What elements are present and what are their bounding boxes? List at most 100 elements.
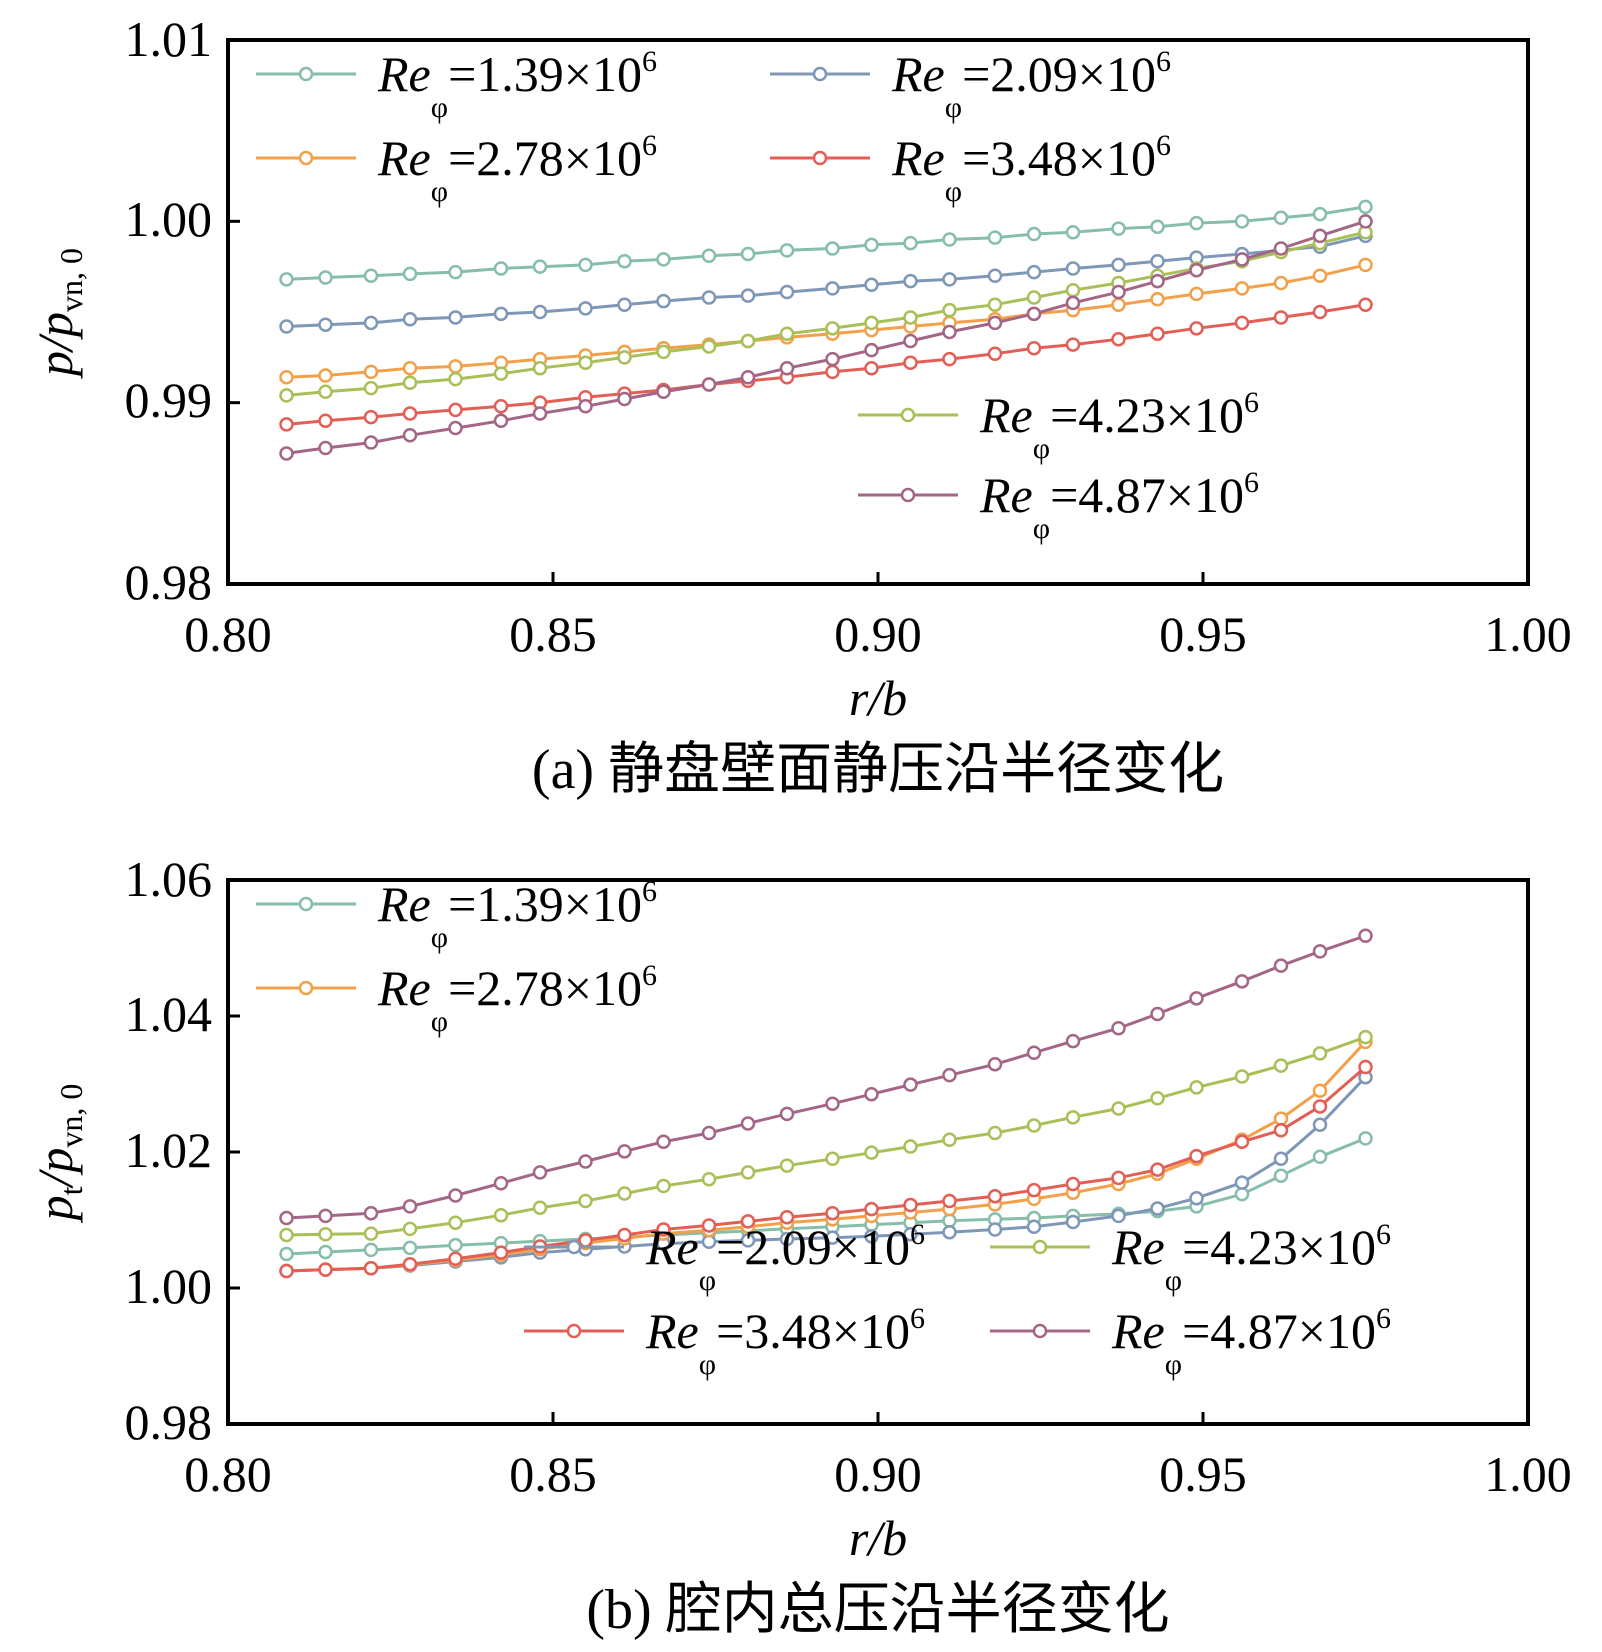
- data-point: [1189, 991, 1204, 1006]
- data-point: [279, 417, 294, 432]
- data-point: [779, 1231, 795, 1247]
- series-re-1-39: [279, 199, 1373, 287]
- data-point: [1026, 226, 1042, 242]
- data-point: [448, 371, 463, 387]
- data-point: [942, 351, 957, 367]
- legend-marker: [812, 66, 828, 82]
- data-point: [987, 297, 1003, 312]
- legend-marker: [298, 66, 314, 82]
- chart-a-ytick-1.00: 1.00: [125, 191, 213, 247]
- legend-marker: [900, 487, 916, 503]
- legend-marker: [298, 980, 314, 996]
- data-point: [1358, 1029, 1373, 1045]
- chart-a-xtick-0.80: 0.80: [184, 606, 272, 662]
- data-point: [1150, 1201, 1165, 1216]
- data-point: [363, 315, 379, 331]
- data-point: [1273, 958, 1289, 973]
- data-point: [1189, 286, 1204, 302]
- data-point: [1189, 321, 1204, 336]
- data-point: [942, 232, 957, 247]
- data-point: [1312, 268, 1328, 283]
- data-point: [903, 1227, 918, 1242]
- data-point: [493, 1176, 509, 1191]
- data-point: [825, 1151, 840, 1167]
- legend-entry-re-2-78: Reφ=2.78×106: [256, 959, 657, 1038]
- chart-b-ytick-0.98: 0.98: [125, 1394, 213, 1450]
- legend-entry-re-3-48: Reφ=3.48×106: [524, 1302, 925, 1381]
- data-point: [864, 342, 879, 358]
- data-point: [1273, 241, 1289, 256]
- data-point: [318, 413, 333, 429]
- data-point: [1234, 1186, 1250, 1202]
- data-point: [903, 333, 918, 349]
- chart-a-ytick-0.98: 0.98: [125, 554, 213, 610]
- data-point: [578, 257, 593, 273]
- data-point: [987, 1188, 1003, 1204]
- data-point: [493, 366, 509, 381]
- data-point: [402, 1221, 418, 1237]
- data-point: [864, 1201, 879, 1217]
- data-point: [864, 1086, 879, 1102]
- chart-a-ytick-0.99: 0.99: [125, 372, 213, 428]
- legend-marker: [900, 407, 916, 423]
- data-point: [1358, 297, 1373, 312]
- chart-a-ytick-1.01: 1.01: [125, 11, 213, 67]
- data-point: [987, 268, 1003, 283]
- data-point: [1189, 1190, 1204, 1206]
- data-point: [740, 333, 756, 349]
- data-point: [1312, 1149, 1328, 1165]
- legend-marker: [1032, 1323, 1048, 1339]
- data-point: [740, 288, 756, 303]
- data-point: [532, 259, 548, 274]
- data-point: [779, 243, 795, 258]
- data-point: [701, 248, 717, 264]
- legend-marker: [566, 1323, 582, 1339]
- data-point: [1026, 341, 1042, 356]
- data-point: [942, 1067, 957, 1083]
- data-point: [1312, 944, 1328, 959]
- data-point: [903, 1197, 918, 1213]
- legend-label: Reφ=2.78×106: [377, 129, 657, 208]
- data-point: [493, 399, 509, 414]
- chart-a-xtick-0.95: 0.95: [1159, 606, 1247, 662]
- data-point: [825, 1230, 840, 1245]
- data-point: [779, 1158, 795, 1173]
- data-point: [779, 360, 795, 376]
- data-point: [279, 1246, 294, 1262]
- legend-label: Reφ=3.48×106: [891, 129, 1171, 208]
- data-point: [701, 1234, 717, 1250]
- data-point: [617, 1186, 632, 1201]
- data-point: [779, 1210, 795, 1225]
- data-point: [1111, 297, 1126, 312]
- data-point: [1026, 264, 1042, 280]
- chart-b-xtick-0.85: 0.85: [509, 1446, 597, 1502]
- legend-entry-re-4-23: Reφ=4.23×106: [858, 386, 1259, 465]
- chart-b-xtick-0.80: 0.80: [184, 1446, 272, 1502]
- data-point: [363, 364, 379, 380]
- data-point: [617, 350, 632, 365]
- legend-marker: [1032, 1239, 1048, 1255]
- data-point: [402, 1240, 418, 1256]
- data-point: [740, 1165, 756, 1180]
- legend-label: Reφ=4.87×106: [979, 466, 1259, 545]
- legend-label: Reφ=2.09×106: [645, 1218, 925, 1297]
- data-point: [903, 235, 918, 251]
- data-point: [656, 344, 671, 360]
- data-point: [903, 1077, 918, 1092]
- data-point: [903, 1139, 918, 1154]
- data-point: [701, 1218, 717, 1233]
- data-point: [1065, 1110, 1081, 1125]
- data-point: [903, 273, 918, 289]
- data-point: [363, 268, 379, 283]
- data-point: [1065, 337, 1081, 352]
- data-point: [1234, 252, 1250, 267]
- data-point: [448, 1251, 463, 1267]
- data-point: [448, 310, 463, 325]
- data-point: [656, 252, 671, 267]
- data-point: [864, 360, 879, 376]
- data-point: [363, 1242, 379, 1258]
- data-point: [1026, 1219, 1042, 1235]
- chart-a-xtick-0.90: 0.90: [834, 606, 922, 662]
- data-point: [318, 317, 333, 332]
- chart-b-ytick-1.02: 1.02: [125, 1122, 213, 1178]
